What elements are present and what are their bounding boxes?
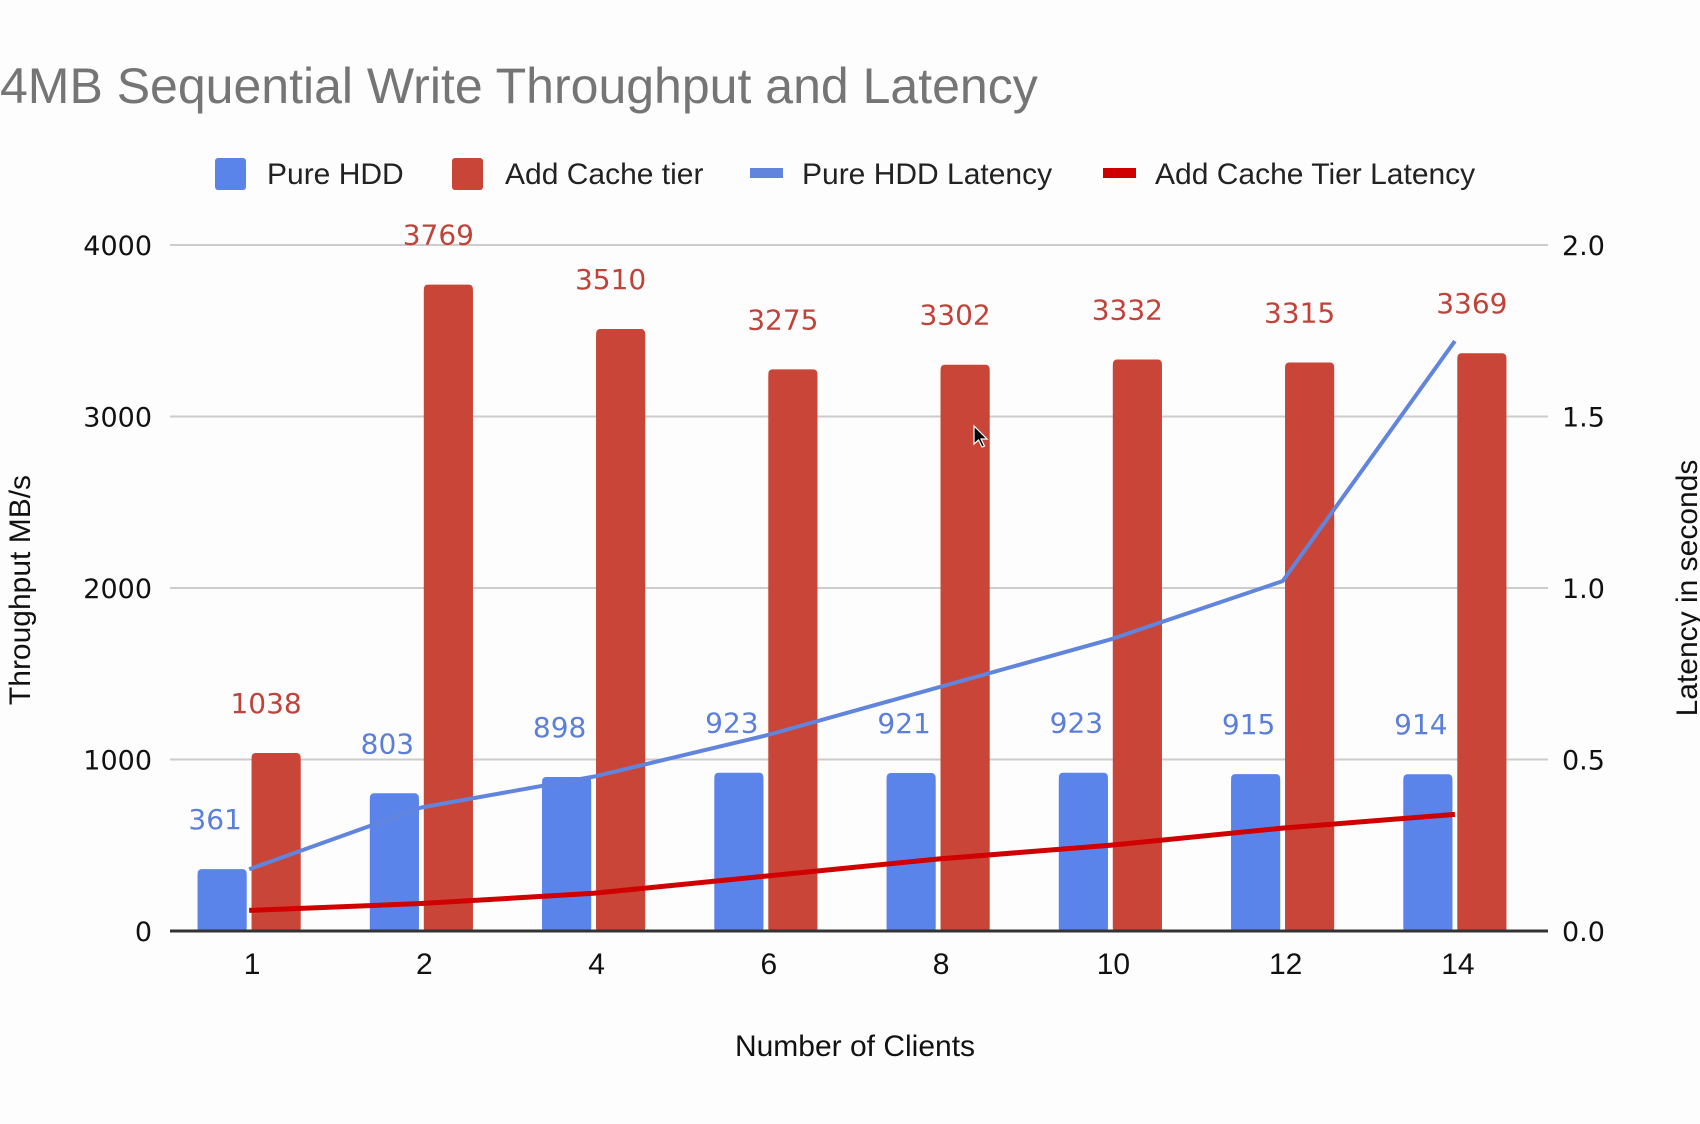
latency-lines: [248, 339, 1457, 913]
bar-fill-add-cache-tier: [251, 758, 301, 931]
y-axis-right-title: Latency in seconds: [1671, 460, 1700, 717]
data-label-add-cache-tier: 1038: [230, 687, 301, 720]
y-axis-right-ticks: 0.0 0.5 1.0 1.5 2.0: [1562, 231, 1605, 948]
x-axis-ticks: 1 2 4 6 8 10 12 14: [244, 948, 1475, 981]
data-label-pure-hdd: 898: [533, 711, 586, 744]
line-pure-hdd-latency: [248, 339, 1457, 872]
legend-label-pure-hdd: Pure HDD: [267, 158, 404, 191]
legend-swatch-add-cache-tier-latency: [1103, 168, 1136, 178]
y-axis-left-title: Throughput MB/s: [4, 475, 37, 705]
legend-label-add-cache-tier-latency: Add Cache Tier Latency: [1155, 158, 1475, 191]
bars: [197, 284, 1507, 932]
bar-fill-pure-hdd: [197, 875, 247, 931]
bar-fill-add-cache-tier: [596, 335, 646, 931]
legend-swatch-pure-hdd: [215, 158, 246, 190]
chart-title: 4MB Sequential Write Throughput and Late…: [0, 58, 1038, 114]
mouse-cursor-icon: [973, 424, 989, 448]
data-label-pure-hdd: 923: [1050, 707, 1103, 740]
y-tick-label: 3000: [83, 403, 152, 434]
y2-tick-label: 2.0: [1562, 231, 1605, 262]
data-labels: 361 803 898 923 921 923 915 914 1038 3769 3510 3275…: [188, 219, 1507, 836]
x-axis-title: Number of Clients: [735, 1030, 975, 1063]
bar-fill-add-cache-tier: [423, 290, 473, 932]
legend: Pure HDD Add Cache tier Pure HDD Latency Ad…: [215, 158, 1475, 191]
bar-fill-pure-hdd: [714, 778, 764, 931]
bar-fill-pure-hdd: [1403, 780, 1453, 931]
x-tick-label: 12: [1269, 948, 1302, 981]
bar-fill-add-cache-tier: [1285, 368, 1335, 931]
data-label-add-cache-tier: 3275: [747, 303, 818, 336]
y-tick-label: 2000: [83, 574, 152, 605]
bar-fill-add-cache-tier: [1457, 359, 1507, 931]
x-tick-label: 8: [933, 948, 950, 981]
bar-fill-add-cache-tier: [768, 375, 818, 931]
bar-fill-add-cache-tier: [1112, 365, 1162, 931]
data-label-add-cache-tier: 3315: [1264, 296, 1335, 329]
y-tick-label: 0: [135, 917, 152, 948]
bar-fill-pure-hdd: [886, 779, 936, 931]
y-axis-left-ticks: 0 1000 2000 3000 4000: [83, 231, 152, 948]
x-tick-label: 4: [588, 948, 605, 981]
x-tick-label: 1: [244, 948, 261, 981]
data-label-pure-hdd: 914: [1394, 708, 1447, 741]
y-tick-label: 1000: [83, 746, 152, 777]
data-label-add-cache-tier: 3302: [919, 299, 990, 332]
bar-fill-add-cache-tier: [940, 370, 990, 931]
data-label-add-cache-tier: 3332: [1092, 294, 1163, 327]
data-label-add-cache-tier: 3510: [575, 263, 646, 296]
data-label-add-cache-tier: 3769: [403, 219, 474, 252]
data-label-pure-hdd: 915: [1222, 708, 1275, 741]
y2-tick-label: 0.0: [1562, 917, 1605, 948]
x-tick-label: 6: [761, 948, 778, 981]
line-add-cache-tier-latency: [249, 811, 1456, 913]
data-label-pure-hdd: 923: [705, 707, 758, 740]
bar-fill-pure-hdd: [1058, 778, 1108, 931]
y2-tick-label: 0.5: [1562, 746, 1605, 777]
data-label-pure-hdd: 921: [877, 707, 930, 740]
y2-tick-label: 1.5: [1562, 403, 1605, 434]
y2-tick-label: 1.0: [1562, 574, 1605, 605]
bar-fill-pure-hdd: [1231, 780, 1281, 931]
legend-swatch-pure-hdd-latency: [750, 168, 783, 178]
x-tick-label: 14: [1441, 948, 1474, 981]
legend-swatch-add-cache-tier: [452, 158, 483, 190]
y-tick-label: 4000: [83, 231, 152, 262]
legend-label-add-cache-tier: Add Cache tier: [505, 158, 703, 191]
x-tick-label: 10: [1097, 948, 1130, 981]
legend-label-pure-hdd-latency: Pure HDD Latency: [802, 158, 1052, 191]
data-label-pure-hdd: 361: [188, 803, 241, 836]
bar-fill-pure-hdd: [542, 782, 592, 931]
data-label-pure-hdd: 803: [361, 727, 414, 760]
x-tick-label: 2: [416, 948, 433, 981]
data-label-add-cache-tier: 3369: [1436, 287, 1507, 320]
